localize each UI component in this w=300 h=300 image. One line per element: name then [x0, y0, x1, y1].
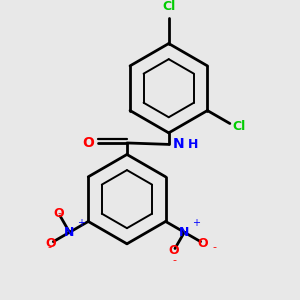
Text: O: O [198, 237, 208, 250]
Text: -: - [47, 242, 52, 252]
Text: Cl: Cl [233, 120, 246, 133]
Text: O: O [46, 237, 56, 250]
Text: N: N [179, 226, 190, 239]
Text: -: - [57, 208, 61, 218]
Text: +: + [191, 218, 200, 228]
Text: O: O [82, 136, 94, 150]
Text: H: H [188, 138, 198, 151]
Text: Cl: Cl [162, 0, 175, 13]
Text: -: - [212, 242, 216, 252]
Text: N: N [64, 226, 75, 239]
Text: -: - [172, 255, 176, 265]
Text: N: N [173, 137, 185, 152]
Text: +: + [77, 218, 85, 228]
Text: O: O [53, 207, 64, 220]
Text: O: O [168, 244, 179, 257]
